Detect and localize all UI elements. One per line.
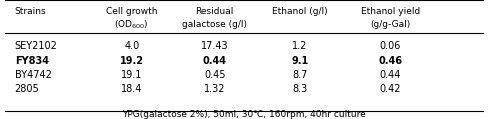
Text: BY4742: BY4742 [15, 70, 52, 80]
Text: 0.06: 0.06 [380, 41, 401, 51]
Text: YPG(galactose 2%), 50ml, 30℃, 160rpm, 40hr culture: YPG(galactose 2%), 50ml, 30℃, 160rpm, 40… [122, 110, 366, 119]
Text: 0.46: 0.46 [378, 56, 403, 66]
Text: Ethanol (g/l): Ethanol (g/l) [272, 7, 328, 16]
Text: 0.44: 0.44 [203, 56, 227, 66]
Text: (OD$_{600}$): (OD$_{600}$) [115, 19, 149, 31]
Text: SEY2102: SEY2102 [15, 41, 58, 51]
Text: (g/g-Gal): (g/g-Gal) [370, 20, 410, 30]
Text: Cell growth: Cell growth [106, 7, 158, 16]
Text: 18.4: 18.4 [121, 84, 142, 94]
Text: 8.7: 8.7 [292, 70, 308, 80]
Text: 0.42: 0.42 [380, 84, 401, 94]
Text: Ethanol yield: Ethanol yield [361, 7, 420, 16]
Text: 17.43: 17.43 [201, 41, 228, 51]
Text: 4.0: 4.0 [124, 41, 140, 51]
Text: Strains: Strains [15, 7, 46, 16]
Text: 1.2: 1.2 [292, 41, 308, 51]
Text: 9.1: 9.1 [291, 56, 309, 66]
Text: 8.3: 8.3 [292, 84, 308, 94]
Text: Residual: Residual [196, 7, 234, 16]
Text: 1.32: 1.32 [204, 84, 225, 94]
Text: 2805: 2805 [15, 84, 40, 94]
Text: FY834: FY834 [15, 56, 49, 66]
Text: 19.2: 19.2 [120, 56, 144, 66]
Text: galactose (g/l): galactose (g/l) [182, 20, 247, 30]
Text: 19.1: 19.1 [121, 70, 142, 80]
Text: 0.44: 0.44 [380, 70, 401, 80]
Text: 0.45: 0.45 [204, 70, 225, 80]
